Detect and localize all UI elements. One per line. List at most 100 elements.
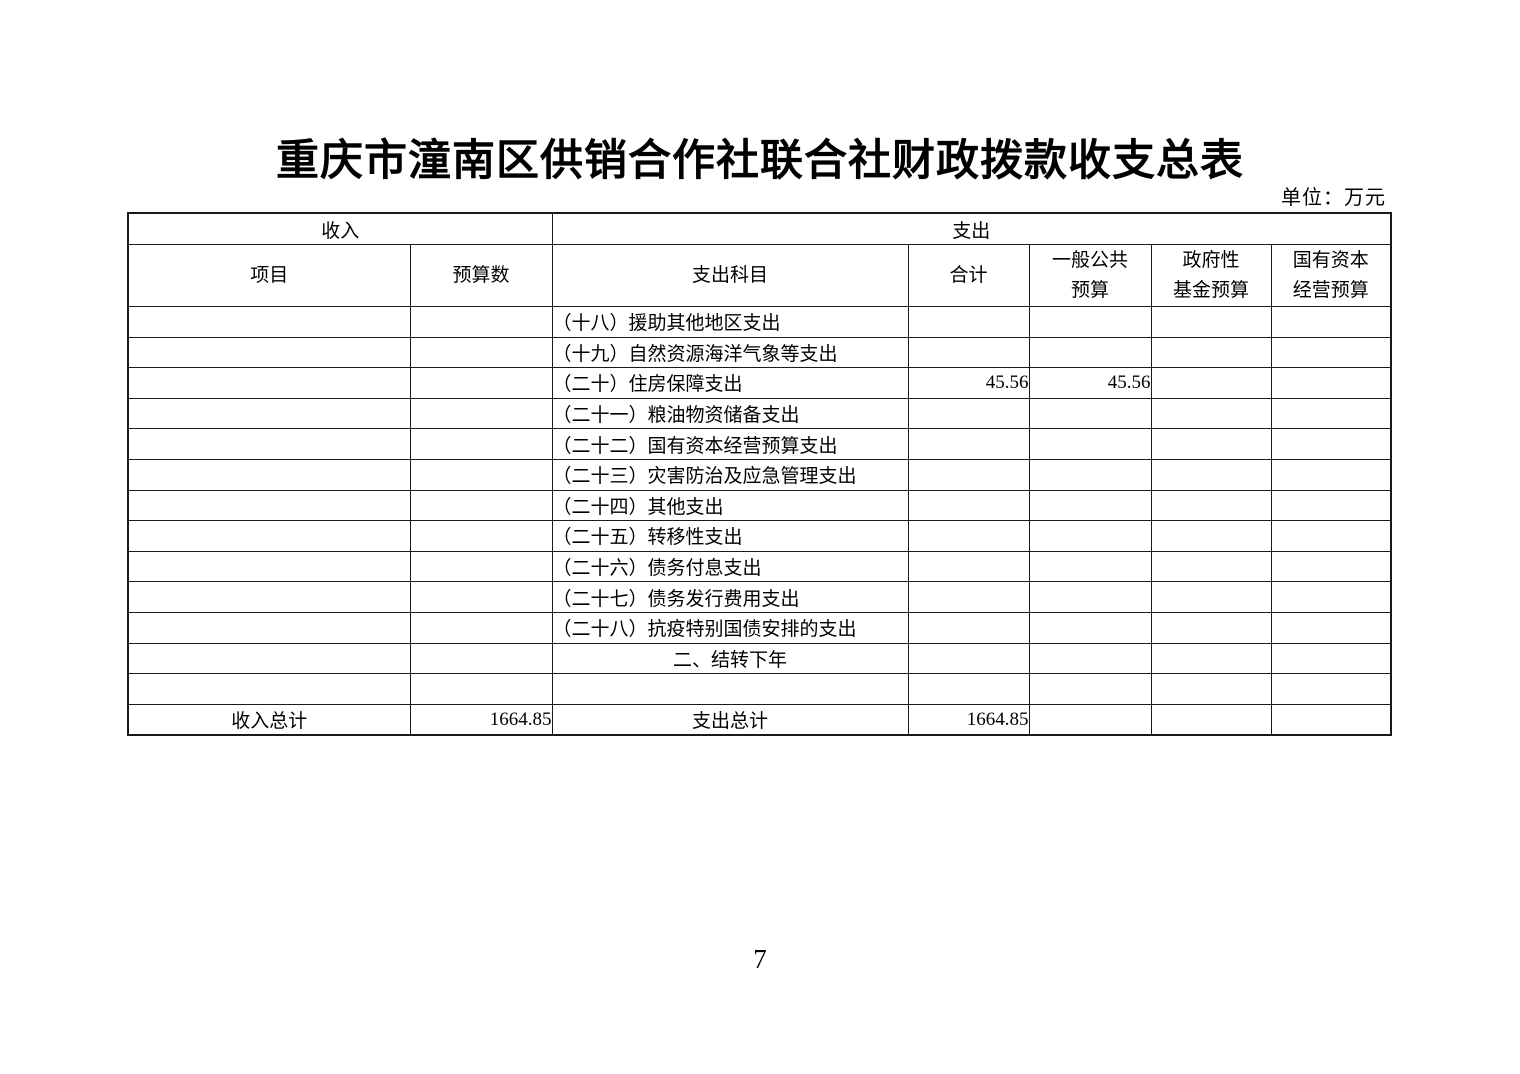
expenditure-total-cell: 45.56 [907,367,1030,399]
expenditure-total-cell [907,581,1030,613]
gov-fund-budget-cell [1150,428,1272,460]
expenditure-total-cell: 1664.85 [907,703,1030,736]
table-row: （二十一）粮油物资储备支出 [127,397,1392,430]
state-capital-budget-cell [1270,550,1392,583]
gov-fund-budget-cell [1150,550,1272,583]
table-row: （二十六）债务付息支出 [127,550,1392,583]
table-row [127,673,1392,705]
general-public-budget-cell [1028,458,1152,491]
state-capital-budget-cell [1270,703,1392,736]
expenditure-total-cell [907,336,1030,369]
income-item-cell [127,581,411,613]
income-budget-cell [409,520,553,552]
general-public-budget-cell [1028,306,1152,338]
table-row: （二十七）债务发行费用支出 [127,581,1392,613]
income-item-cell [127,520,411,552]
table-row: （十八）援助其他地区支出 [127,306,1392,338]
expenditure-total-cell [907,642,1030,675]
expenditure-subject-cell: 二、结转下年 [551,642,909,675]
gov-fund-budget-cell [1150,306,1272,338]
state-capital-budget-cell [1270,642,1392,675]
income-item-cell [127,428,411,460]
general-public-budget-cell [1028,581,1152,613]
general-public-budget-cell [1028,489,1152,522]
income-budget-cell [409,642,553,675]
page-number: 7 [753,944,767,974]
state-capital-budget-cell [1270,367,1392,399]
table-body: （十八）援助其他地区支出 （十九）自然资源海洋气象等支出 （二十）住房保障支出 45.… [127,306,1392,736]
income-item-cell [127,367,411,399]
gov-fund-budget-cell [1150,642,1272,675]
gov-fund-budget-cell [1150,397,1272,430]
gov-fund-budget-cell [1150,673,1272,705]
table-row: （二十）住房保障支出 45.56 45.56 [127,367,1392,399]
income-budget-cell [409,428,553,460]
general-public-budget-cell [1028,397,1152,430]
income-group-header: 收入 [127,212,553,245]
general-public-budget-cell [1028,428,1152,460]
expenditure-subject-cell: 支出总计 [551,703,909,736]
expenditure-total-cell [907,428,1030,460]
expenditure-subject-cell: （二十五）转移性支出 [551,520,909,552]
table-row: （二十八）抗疫特别国债安排的支出 [127,611,1392,644]
income-item-cell [127,611,411,644]
table-row: （十九）自然资源海洋气象等支出 [127,336,1392,369]
expenditure-subject-cell: （二十二）国有资本经营预算支出 [551,428,909,460]
expenditure-total-cell [907,458,1030,491]
column-header-state-capital: 国有资本 经营预算 [1270,244,1392,307]
column-header-total: 合计 [907,244,1030,307]
gov-fund-budget-cell [1150,336,1272,369]
income-budget-cell [409,611,553,644]
general-public-budget-cell [1028,520,1152,552]
state-capital-budget-cell [1270,581,1392,613]
expenditure-subject-cell: （二十七）债务发行费用支出 [551,581,909,613]
expenditure-total-cell [907,550,1030,583]
column-header-item: 项目 [127,244,411,307]
income-budget-cell [409,306,553,338]
column-header-general-public: 一般公共 预算 [1028,244,1152,307]
gov-fund-budget-cell [1150,458,1272,491]
group-header-row: 收入 支出 [127,212,1392,245]
income-item-cell [127,306,411,338]
expenditure-total-cell [907,397,1030,430]
general-public-budget-cell [1028,550,1152,583]
column-header-gov-fund: 政府性 基金预算 [1150,244,1272,307]
expenditure-total-cell [907,489,1030,522]
general-public-budget-cell [1028,336,1152,369]
income-budget-cell: 1664.85 [409,703,553,736]
gov-fund-budget-cell [1150,367,1272,399]
state-capital-budget-cell [1270,428,1392,460]
table-row: （二十五）转移性支出 [127,520,1392,552]
state-capital-budget-cell [1270,336,1392,369]
state-capital-budget-cell [1270,520,1392,552]
column-header-budget: 预算数 [409,244,553,307]
budget-table: 收入 支出 项目 预算数 支出科目 合计 一般公共 预算 政府性 基金预算 国有资本 经营预… [127,212,1393,737]
income-item-cell [127,673,411,705]
expenditure-subject-cell: （十八）援助其他地区支出 [551,306,909,338]
state-capital-budget-cell [1270,611,1392,644]
gov-fund-budget-cell [1150,520,1272,552]
general-public-budget-cell [1028,642,1152,675]
state-capital-budget-cell [1270,673,1392,705]
table-row: （二十二）国有资本经营预算支出 [127,428,1392,460]
column-header-row: 项目 预算数 支出科目 合计 一般公共 预算 政府性 基金预算 国有资本 经营预算 [127,244,1392,307]
expenditure-subject-cell: （二十八）抗疫特别国债安排的支出 [551,611,909,644]
state-capital-budget-cell [1270,397,1392,430]
expenditure-group-header: 支出 [551,212,1392,245]
expenditure-subject-cell: （二十一）粮油物资储备支出 [551,397,909,430]
income-budget-cell [409,397,553,430]
income-item-cell [127,489,411,522]
expenditure-subject-cell: （二十六）债务付息支出 [551,550,909,583]
income-item-cell [127,550,411,583]
state-capital-budget-cell [1270,306,1392,338]
general-public-budget-cell: 45.56 [1028,367,1152,399]
gov-fund-budget-cell [1150,581,1272,613]
income-budget-cell [409,336,553,369]
income-item-cell [127,642,411,675]
state-capital-budget-cell [1270,458,1392,491]
income-budget-cell [409,458,553,491]
table-row: 收入总计 1664.85 支出总计 1664.85 [127,703,1392,736]
expenditure-subject-cell: （二十四）其他支出 [551,489,909,522]
expenditure-total-cell [907,520,1030,552]
expenditure-total-cell [907,673,1030,705]
